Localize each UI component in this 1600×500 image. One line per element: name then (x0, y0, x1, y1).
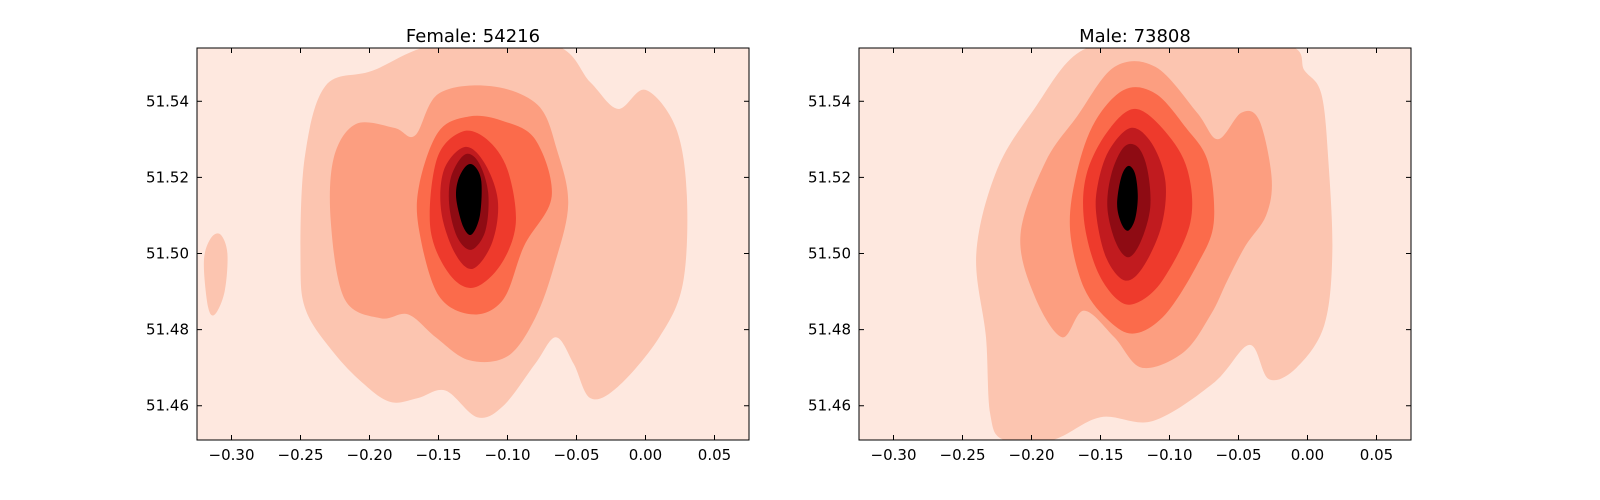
x-tick-label: 0.05 (698, 446, 731, 464)
y-tick-label: 51.54 (808, 92, 851, 110)
x-tick-label: −0.20 (347, 446, 393, 464)
y-tick-label: 51.48 (808, 321, 851, 339)
x-tick-label: −0.15 (1078, 446, 1124, 464)
y-tick-label: 51.46 (146, 397, 189, 415)
x-tick-label: −0.15 (416, 446, 462, 464)
density-level-1 (203, 233, 228, 316)
x-tick-label: −0.25 (940, 446, 986, 464)
x-tick-label: 0.00 (629, 446, 662, 464)
axes-frame (858, 47, 1412, 441)
x-tick-label: −0.20 (1009, 446, 1055, 464)
density-level-7 (456, 164, 482, 235)
x-tick-label: −0.10 (485, 446, 531, 464)
y-tick-label: 51.52 (808, 168, 851, 186)
y-tick-label: 51.52 (146, 168, 189, 186)
x-tick-label: 0.00 (1291, 446, 1324, 464)
y-tick-label: 51.46 (808, 397, 851, 415)
female-density-panel: Female: 54216 −0.30 −0.25 −0.20 −0.15 −0.10 −… (146, 26, 750, 464)
x-tick-label: −0.05 (554, 446, 600, 464)
panel-title: Female: 54216 (406, 26, 540, 47)
contour-area (197, 48, 749, 440)
male-density-panel: Male: 73808 −0.30 −0.25 −0.20 −0.15 −0.10 −0.… (808, 26, 1412, 464)
x-tick-label: 0.05 (1360, 446, 1393, 464)
panel-title: Male: 73808 (1079, 26, 1191, 47)
x-tick-label: −0.30 (871, 446, 917, 464)
density-level-7 (1117, 165, 1138, 231)
x-tick-label: −0.30 (209, 446, 255, 464)
x-tick-label: −0.10 (1147, 446, 1193, 464)
y-tick-label: 51.48 (146, 321, 189, 339)
y-tick-label: 51.50 (146, 245, 189, 263)
x-tick-label: −0.05 (1216, 446, 1262, 464)
y-tick-label: 51.54 (146, 92, 189, 110)
contour-area (859, 48, 1411, 440)
y-tick-label: 51.50 (808, 245, 851, 263)
x-tick-label: −0.25 (278, 446, 324, 464)
axes-frame (196, 47, 750, 441)
